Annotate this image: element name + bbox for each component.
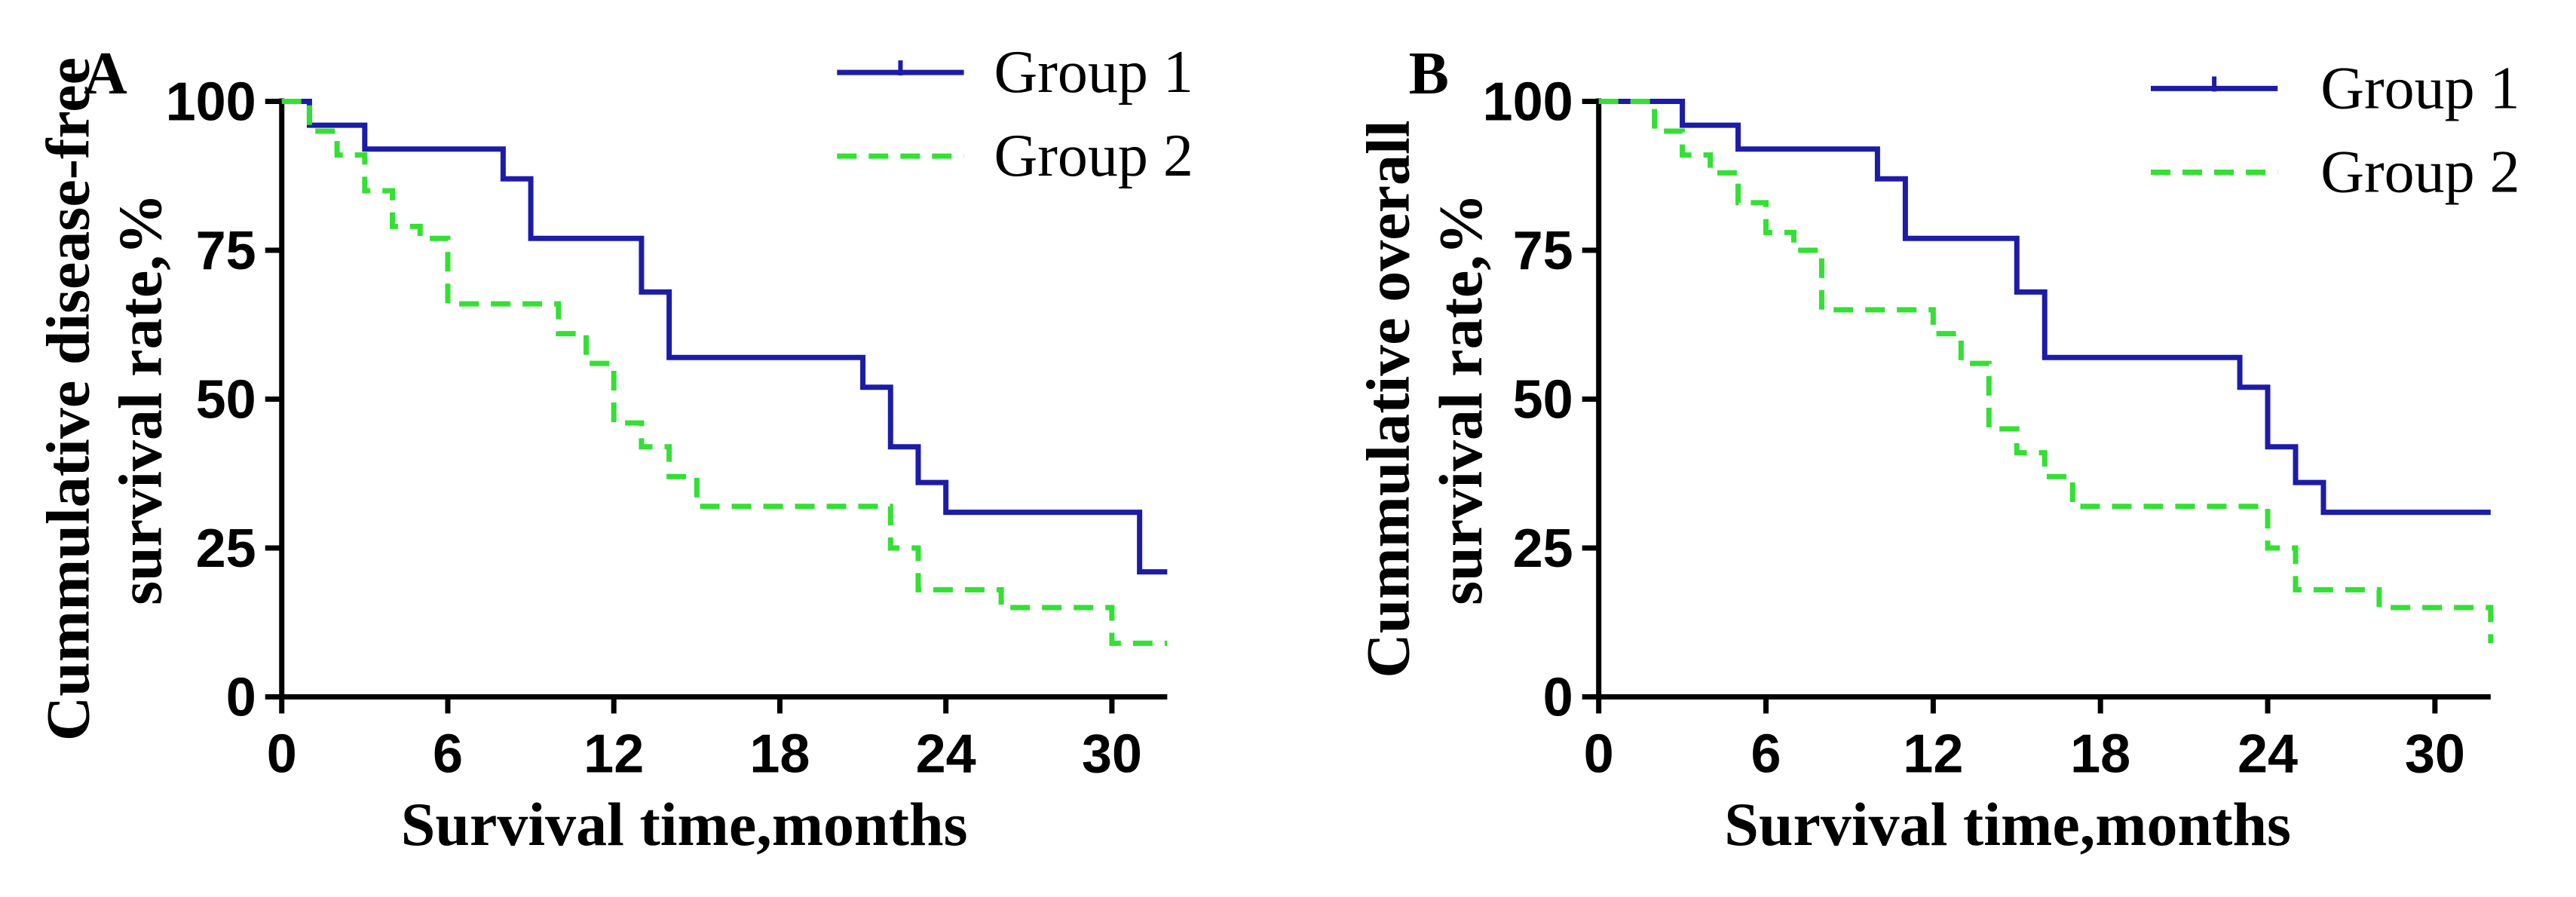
y-tick-label: 50 xyxy=(1513,370,1573,430)
y-tick-label: 100 xyxy=(166,72,256,133)
x-tick-label: 0 xyxy=(267,724,297,785)
series-line-group-1 xyxy=(281,99,1168,575)
panel-b: B 0 25 50 75 100 0 6 12 18 24 30 Survival time,month… xyxy=(1354,41,2520,859)
panel-letter: A xyxy=(84,41,127,107)
y-tick-label: 100 xyxy=(1483,72,1573,133)
y-axis-title-line2: survival rate,% xyxy=(106,193,175,605)
legend-label-group-2: Group 2 xyxy=(2320,139,2519,205)
series-line-group-1 xyxy=(1598,99,2491,516)
y-tick-label: 25 xyxy=(196,519,256,579)
x-tick-label: 24 xyxy=(916,724,976,785)
y-axis-title-line1: Cummulative disease-free xyxy=(33,57,102,741)
y-tick-label: 75 xyxy=(1513,221,1573,281)
y-tick-label: 25 xyxy=(1513,519,1573,579)
x-tick-label: 30 xyxy=(2405,724,2465,785)
series-line-group-2 xyxy=(1598,99,2494,644)
panel-letter: B xyxy=(1409,41,1449,107)
x-tick-label: 0 xyxy=(1584,724,1614,785)
x-tick-label: 30 xyxy=(1082,724,1142,785)
y-tick-label: 0 xyxy=(226,668,256,728)
x-tick-label: 12 xyxy=(584,724,644,785)
legend-label-group-1: Group 1 xyxy=(994,39,1193,106)
y-tick-label: 50 xyxy=(196,370,256,430)
x-tick-label: 18 xyxy=(2070,724,2130,785)
x-axis-title: Survival time,months xyxy=(1724,790,2291,859)
legend-label-group-2: Group 2 xyxy=(994,123,1193,189)
x-tick-label: 12 xyxy=(1903,724,1963,785)
x-axis-title: Survival time,months xyxy=(401,790,968,859)
x-tick-label: 24 xyxy=(2238,724,2298,785)
y-axis-title-line2: survival rate,% xyxy=(1426,193,1495,605)
x-tick-label: 6 xyxy=(433,724,463,785)
y-tick-label: 75 xyxy=(196,221,256,281)
legend-label-group-1: Group 1 xyxy=(2320,55,2519,121)
y-tick-label: 0 xyxy=(1543,668,1573,728)
x-tick-label: 6 xyxy=(1751,724,1781,785)
series-line-group-2 xyxy=(281,99,1168,646)
panel-a: A 0 25 50 75 100 0 6 12 18 24 30 Survival time,month… xyxy=(33,39,1193,859)
y-axis-title-line1: Cummulative overall xyxy=(1354,120,1423,678)
x-tick-label: 18 xyxy=(749,724,810,785)
